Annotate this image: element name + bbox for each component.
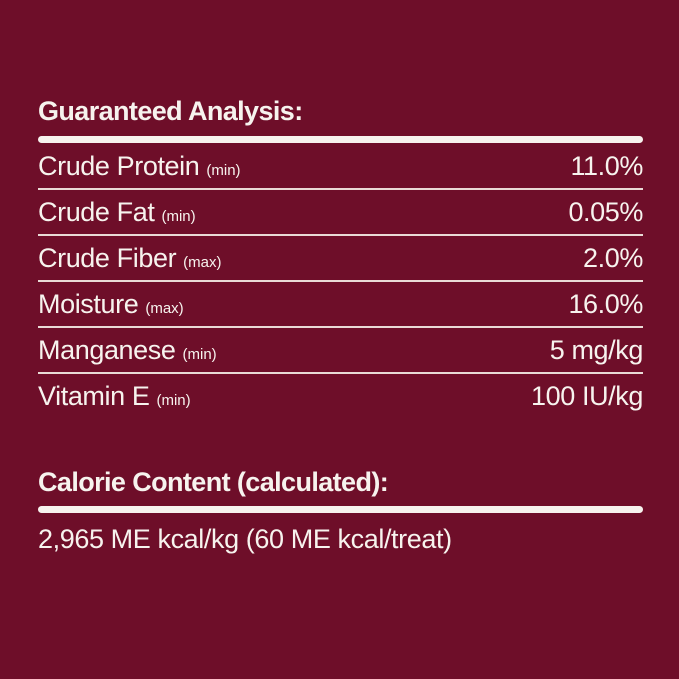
row-label: Crude Fat (min) <box>38 190 196 239</box>
nutrient-name: Crude Fat <box>38 196 155 227</box>
row-value: 0.05% <box>568 196 643 227</box>
row-qualifier: (min) <box>182 345 217 363</box>
guaranteed-analysis-table: Crude Protein (min) 11.0% Crude Fat (min) … <box>38 144 643 418</box>
nutrient-name: Vitamin E <box>38 380 150 411</box>
nutrient-name: Crude Fiber <box>38 242 177 273</box>
row-qualifier: (min) <box>156 391 191 409</box>
row-value: 11.0% <box>570 150 643 181</box>
row-label: Manganese (min) <box>38 328 217 377</box>
calorie-content-value: 2,965 ME kcal/kg (60 ME kcal/treat) <box>38 524 452 555</box>
row-value: 16.0% <box>568 288 643 319</box>
analysis-row: Crude Fiber (max) 2.0% <box>38 236 643 282</box>
row-value: 100 IU/kg <box>531 380 643 411</box>
row-label: Crude Protein (min) <box>38 144 241 193</box>
row-qualifier: (min) <box>161 207 196 225</box>
row-label: Vitamin E (min) <box>38 374 191 423</box>
row-value: 5 mg/kg <box>549 334 644 365</box>
row-qualifier: (min) <box>206 161 241 179</box>
row-qualifier: (max) <box>145 299 184 317</box>
nutrient-name: Crude Protein <box>38 150 200 181</box>
analysis-row: Moisture (max) 16.0% <box>38 282 643 328</box>
analysis-row: Crude Fat (min) 0.05% <box>38 190 643 236</box>
row-label: Moisture (max) <box>38 282 184 331</box>
row-label: Crude Fiber (max) <box>38 236 221 285</box>
row-qualifier: (max) <box>183 253 222 271</box>
guaranteed-analysis-underline <box>38 135 643 143</box>
nutrition-label-panel: Guaranteed Analysis: Crude Protein (min) … <box>38 0 643 556</box>
calorie-content-title: Calorie Content (calculated): <box>38 466 389 497</box>
guaranteed-analysis-title: Guaranteed Analysis: <box>38 96 303 126</box>
analysis-row: Manganese (min) 5 mg/kg <box>38 328 643 374</box>
analysis-row: Vitamin E (min) 100 IU/kg <box>38 374 643 418</box>
row-value: 2.0% <box>583 242 643 273</box>
calorie-content-underline <box>38 506 643 514</box>
analysis-row: Crude Protein (min) 11.0% <box>38 144 643 190</box>
nutrient-name: Manganese <box>38 334 176 365</box>
nutrient-name: Moisture <box>38 288 139 319</box>
